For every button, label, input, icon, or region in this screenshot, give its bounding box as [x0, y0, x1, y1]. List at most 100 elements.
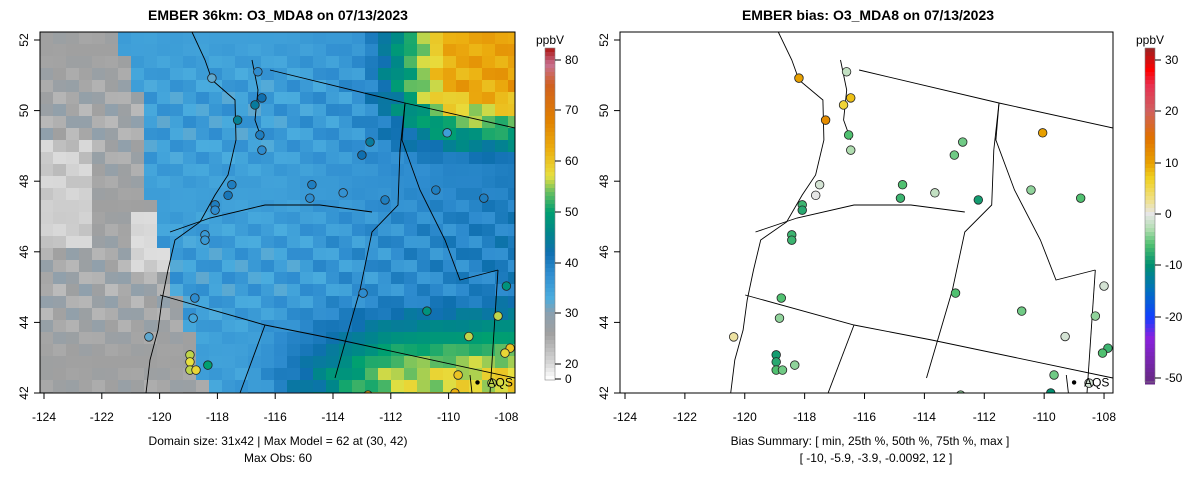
model-grid-cell — [443, 56, 457, 69]
model-grid-cell — [261, 320, 275, 333]
colorbar-segment — [545, 216, 555, 221]
model-grid-cell — [378, 236, 392, 249]
model-grid-cell — [430, 332, 444, 345]
model-grid-cell — [209, 284, 223, 297]
model-grid-cell — [235, 152, 249, 165]
model-grid-cell — [79, 152, 93, 165]
model-grid-cell — [79, 296, 93, 309]
colorbar-segment — [545, 200, 555, 205]
model-grid-cell — [92, 176, 106, 189]
model-grid-cell — [339, 260, 353, 273]
model-grid-cell — [378, 140, 392, 153]
model-grid-cell — [66, 200, 80, 213]
colorbar-segment — [1145, 300, 1155, 305]
bias-summary-values: [ -10, -5.9, -3.9, -0.0092, 12 ] — [800, 451, 953, 465]
model-grid-cell — [378, 32, 392, 45]
colorbar-segment — [545, 188, 555, 193]
model-grid-cell — [131, 356, 145, 369]
model-grid-cell — [235, 44, 249, 57]
colorbar-tick-label: 0 — [1165, 207, 1172, 221]
model-grid-cell — [326, 284, 340, 297]
station-marker — [305, 193, 315, 203]
model-grid-cell — [53, 260, 67, 273]
model-grid-cell — [508, 68, 515, 81]
model-grid-cell — [144, 176, 158, 189]
model-grid-cell — [352, 92, 366, 105]
model-grid-cell — [482, 284, 496, 297]
model-grid-cell — [92, 332, 106, 345]
model-grid-cell — [495, 236, 509, 249]
colorbar-segment — [1145, 312, 1155, 317]
model-grid-cell — [495, 320, 509, 333]
model-grid-cell — [404, 224, 418, 237]
model-grid-cell — [261, 224, 275, 237]
colorbar-tick-label: 50 — [565, 205, 579, 219]
colorbar-segment — [545, 52, 555, 57]
model-grid-cell — [53, 56, 67, 69]
model-grid-cell — [131, 380, 145, 393]
model-grid-cell — [92, 308, 106, 321]
model-grid-cell — [365, 164, 379, 177]
station-marker — [250, 100, 260, 110]
model-grid-cell — [105, 260, 119, 273]
model-grid-cell — [287, 92, 301, 105]
station-marker — [846, 145, 856, 155]
model-grid-cell — [391, 164, 405, 177]
model-grid-cell — [274, 356, 288, 369]
model-grid-cell — [170, 368, 184, 381]
model-grid-cell — [105, 104, 119, 117]
model-grid-cell — [105, 284, 119, 297]
model-grid-cell — [235, 92, 249, 105]
model-grid-cell — [430, 380, 444, 393]
model-grid-cell — [131, 224, 145, 237]
model-grid-cell — [92, 188, 106, 201]
model-grid-cell — [365, 152, 379, 165]
model-grid-cell — [404, 380, 418, 393]
model-grid-cell — [92, 284, 106, 297]
model-grid-cell — [222, 344, 236, 357]
model-grid-cell — [79, 308, 93, 321]
model-grid-cell — [170, 248, 184, 261]
model-grid-cell — [183, 68, 197, 81]
model-grid-cell — [183, 284, 197, 297]
model-grid-cell — [157, 200, 171, 213]
model-grid-cell — [66, 56, 80, 69]
model-grid-cell — [339, 368, 353, 381]
colorbar-segment — [1145, 128, 1155, 133]
x-tick-label: -118 — [206, 410, 229, 424]
model-grid-cell — [66, 260, 80, 273]
model-grid-cell — [391, 332, 405, 345]
colorbar-segment — [1145, 304, 1155, 309]
model-grid-cell — [352, 32, 366, 45]
colorbar-segment — [545, 192, 555, 197]
model-grid-cell — [170, 392, 184, 393]
model-grid-cell — [443, 392, 457, 393]
model-grid-cell — [144, 212, 158, 225]
model-grid-cell — [287, 260, 301, 273]
model-grid-cell — [131, 104, 145, 117]
model-grid-cell — [326, 68, 340, 81]
model-grid-cell — [79, 80, 93, 93]
model-grid-cell — [131, 80, 145, 93]
model-grid-cell — [92, 368, 106, 381]
model-grid-cell — [469, 296, 483, 309]
idaho-west-border — [926, 102, 1000, 379]
model-grid-cell — [118, 236, 132, 249]
model-grid-cell — [352, 296, 366, 309]
model-grid-cell — [274, 44, 288, 57]
model-grid-cell — [313, 200, 327, 213]
model-grid-cell — [469, 368, 483, 381]
wyoming-border — [1086, 269, 1096, 393]
model-grid-cell — [417, 248, 431, 261]
station-marker — [1049, 370, 1059, 380]
model-grid-cell — [417, 32, 431, 45]
model-grid-cell — [53, 128, 67, 141]
colorbar-segment — [1145, 328, 1155, 333]
model-grid-cell — [443, 356, 457, 369]
colorbar-tick-label: -10 — [1165, 258, 1183, 272]
station-marker — [203, 360, 213, 370]
model-grid-cell — [313, 68, 327, 81]
model-grid-cell — [365, 212, 379, 225]
model-grid-cell — [469, 188, 483, 201]
model-grid-cell — [209, 320, 223, 333]
